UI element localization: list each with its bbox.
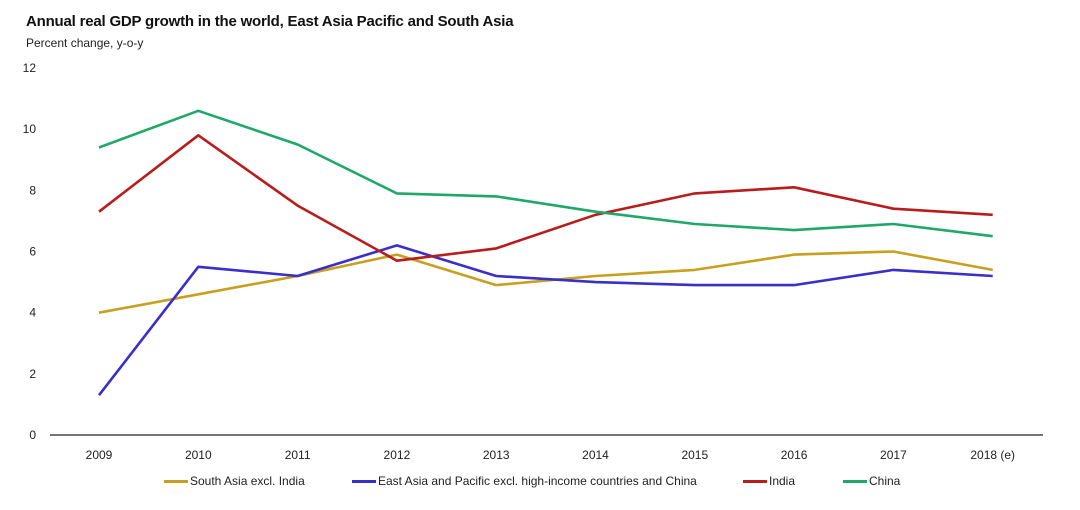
series-line-east-asia-and-pacific-excl-high-income-countries-and-china (97, 244, 993, 396)
legend-item: India (743, 474, 795, 488)
legend: South Asia excl. India East Asia and Paci… (0, 474, 1080, 494)
x-tick-label: 2011 (285, 448, 311, 462)
chart-title: Annual real GDP growth in the world, Eas… (26, 13, 514, 30)
legend-swatch (843, 479, 867, 483)
series-line-china (98, 109, 993, 238)
legend-item: East Asia and Pacific excl. high-income … (352, 474, 697, 488)
x-tick-label: 2015 (681, 448, 708, 462)
x-tick-label: 2012 (384, 448, 411, 462)
x-tick-label: 2013 (483, 448, 510, 462)
legend-label: South Asia excl. India (190, 474, 305, 488)
chart-subtitle: Percent change, y-o-y (26, 36, 144, 50)
x-tick-label: 2017 (880, 448, 907, 462)
x-tick-label: 2010 (185, 448, 212, 462)
y-tick-label: 0 (29, 428, 36, 442)
x-tick-label: 2009 (86, 448, 113, 462)
legend-label: India (769, 474, 796, 488)
legend-swatch (164, 479, 188, 483)
y-tick-label: 12 (23, 61, 37, 75)
x-tick-label: 2018 (e) (970, 448, 1015, 462)
series-line-india (98, 134, 993, 263)
y-tick-label: 10 (23, 122, 37, 136)
legend-item: China (843, 474, 900, 488)
x-tick-label: 2016 (781, 448, 808, 462)
y-tick-label: 8 (29, 183, 36, 197)
legend-label: East Asia and Pacific excl. high-income … (378, 474, 697, 488)
x-tick-label: 2014 (582, 448, 609, 462)
y-tick-label: 6 (29, 245, 36, 259)
series-line-south-asia-excl-india (98, 250, 993, 314)
y-tick-label: 2 (29, 367, 36, 381)
legend-item: South Asia excl. India (164, 474, 305, 488)
legend-swatch (352, 479, 376, 483)
legend-label: China (869, 474, 901, 488)
legend-swatch (743, 479, 767, 483)
y-tick-label: 4 (29, 306, 36, 320)
